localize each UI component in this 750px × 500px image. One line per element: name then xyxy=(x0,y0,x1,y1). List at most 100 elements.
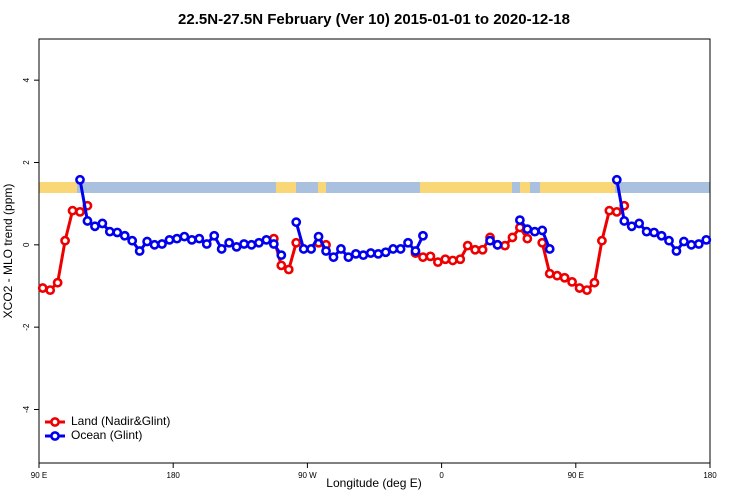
data-point xyxy=(492,239,503,250)
data-point xyxy=(425,251,436,262)
legend-marker xyxy=(50,431,60,441)
data-point xyxy=(268,239,279,249)
data-point xyxy=(90,221,100,232)
data-point xyxy=(231,241,242,252)
data-point xyxy=(194,233,205,244)
data-point xyxy=(634,218,645,229)
data-point xyxy=(37,283,48,293)
data-point xyxy=(127,235,138,246)
data-point xyxy=(82,216,93,226)
land-strip xyxy=(520,182,530,193)
y-tick-label: 2 xyxy=(22,160,31,165)
y-tick-label: 4 xyxy=(22,77,31,82)
data-point xyxy=(664,235,674,246)
legend: Land (Nadir&Glint)Ocean (Glint) xyxy=(45,414,170,442)
x-axis-label: Longitude (deg E) xyxy=(326,476,421,490)
data-point xyxy=(172,233,182,244)
data-point xyxy=(470,244,481,255)
data-point xyxy=(552,270,563,281)
data-point xyxy=(462,240,473,251)
data-point xyxy=(485,235,495,246)
data-point xyxy=(313,231,324,242)
data-point xyxy=(276,260,287,271)
data-point xyxy=(75,174,85,185)
data-point xyxy=(45,285,56,296)
data-point xyxy=(701,234,712,245)
legend-label: Land (Nadir&Glint) xyxy=(71,414,170,428)
data-point xyxy=(537,225,548,236)
data-point xyxy=(589,277,600,288)
data-point xyxy=(477,244,488,255)
data-point xyxy=(149,239,160,250)
data-point xyxy=(179,231,190,242)
data-point xyxy=(75,206,85,217)
plot-frame xyxy=(38,38,711,464)
legend-marker xyxy=(50,417,60,427)
data-point xyxy=(693,239,704,249)
data-point xyxy=(604,205,615,216)
land-strip xyxy=(540,182,615,193)
data-point xyxy=(239,239,249,249)
data-point xyxy=(201,239,212,249)
data-point xyxy=(500,240,510,251)
data-point xyxy=(246,239,257,250)
data-point xyxy=(216,244,227,254)
data-point xyxy=(365,248,376,258)
legend-label: Ocean (Glint) xyxy=(71,428,142,442)
data-point xyxy=(649,227,659,238)
data-point xyxy=(514,215,525,226)
data-point xyxy=(522,233,533,244)
data-point xyxy=(507,232,518,243)
data-point xyxy=(52,277,63,288)
data-point xyxy=(432,257,443,268)
data-point xyxy=(582,285,592,296)
data-point xyxy=(97,218,108,229)
data-point xyxy=(544,244,555,254)
data-point xyxy=(261,234,272,245)
land-strip xyxy=(318,182,326,193)
data-point xyxy=(67,205,78,216)
data-point xyxy=(224,237,235,248)
data-point xyxy=(567,276,577,287)
data-point xyxy=(276,250,287,261)
data-point xyxy=(104,226,115,237)
data-point xyxy=(298,244,309,254)
data-point xyxy=(343,252,354,263)
data-point xyxy=(671,246,682,256)
data-point xyxy=(358,250,369,261)
data-point xyxy=(611,174,622,185)
data-point xyxy=(119,230,130,241)
data-point xyxy=(291,237,302,248)
x-tick-label: 180 xyxy=(167,471,181,480)
y-tick-label: -2 xyxy=(22,323,31,331)
data-point xyxy=(164,234,175,245)
ocean-strip xyxy=(39,182,710,193)
series-line xyxy=(42,204,626,292)
data-point xyxy=(418,230,428,241)
data-point xyxy=(686,239,697,250)
data-point xyxy=(574,283,585,293)
x-tick-label: 90 W xyxy=(298,471,317,480)
data-point xyxy=(395,244,406,254)
y-tick-label: -4 xyxy=(22,405,31,413)
data-point xyxy=(529,226,540,237)
data-point xyxy=(559,272,570,283)
data-point xyxy=(306,244,317,254)
land-strip xyxy=(276,182,296,193)
data-point xyxy=(447,255,458,266)
data-point xyxy=(440,254,451,265)
x-tick-label: 90 E xyxy=(568,471,584,480)
data-point xyxy=(403,237,413,248)
data-point xyxy=(679,236,689,247)
data-point xyxy=(134,246,145,256)
data-point xyxy=(619,216,630,226)
data-point xyxy=(157,239,167,249)
x-tick-label: 0 xyxy=(439,471,444,480)
data-point xyxy=(380,247,391,258)
data-point xyxy=(656,230,667,241)
data-point xyxy=(291,217,302,228)
data-point xyxy=(142,236,153,247)
data-point xyxy=(112,227,123,238)
data-point xyxy=(60,235,70,246)
